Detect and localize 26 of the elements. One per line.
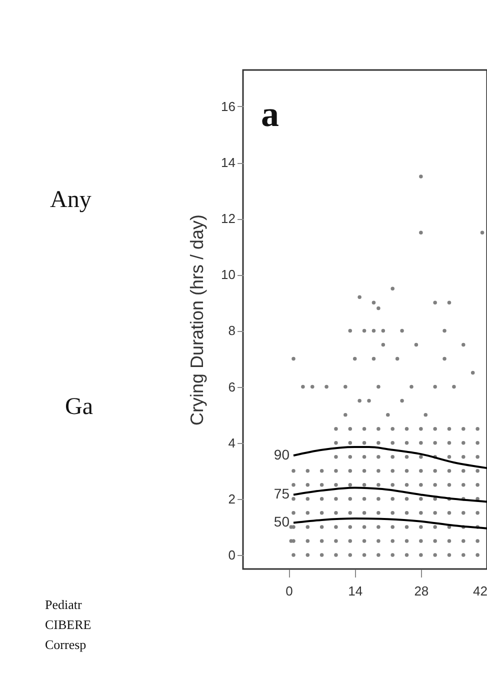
x-tick-label: 0 — [286, 584, 293, 598]
y-tick-label: 16 — [221, 98, 236, 114]
y-tick-label: 4 — [228, 435, 236, 450]
y-tick-label: 14 — [221, 155, 236, 170]
series-label: 90 — [274, 446, 290, 462]
x-tick-label: 28 — [414, 584, 429, 598]
text: Ga — [65, 394, 94, 420]
y-axis-title: Crying Duration (hrs / day) — [187, 214, 208, 426]
x-tick-label: 14 — [348, 584, 363, 598]
y-tick-label: 12 — [221, 211, 236, 226]
text: Corresp — [45, 637, 86, 652]
line-series — [292, 486, 487, 503]
series-label: 75 — [274, 486, 290, 502]
x-tick-label: 42 — [473, 584, 487, 598]
series-label: 50 — [274, 514, 290, 530]
y-tick-label: 2 — [228, 491, 236, 506]
text: Any — [50, 187, 92, 213]
y-tick-label: 8 — [228, 323, 236, 338]
line-series — [292, 446, 487, 470]
y-tick-label: 0 — [228, 547, 236, 562]
text: Pediatr — [45, 597, 82, 612]
line-series — [292, 518, 487, 530]
annotation: a — [261, 94, 279, 134]
y-tick-label: 6 — [228, 379, 236, 394]
text: CIBERE — [45, 617, 92, 632]
y-tick-label: 10 — [221, 267, 236, 282]
